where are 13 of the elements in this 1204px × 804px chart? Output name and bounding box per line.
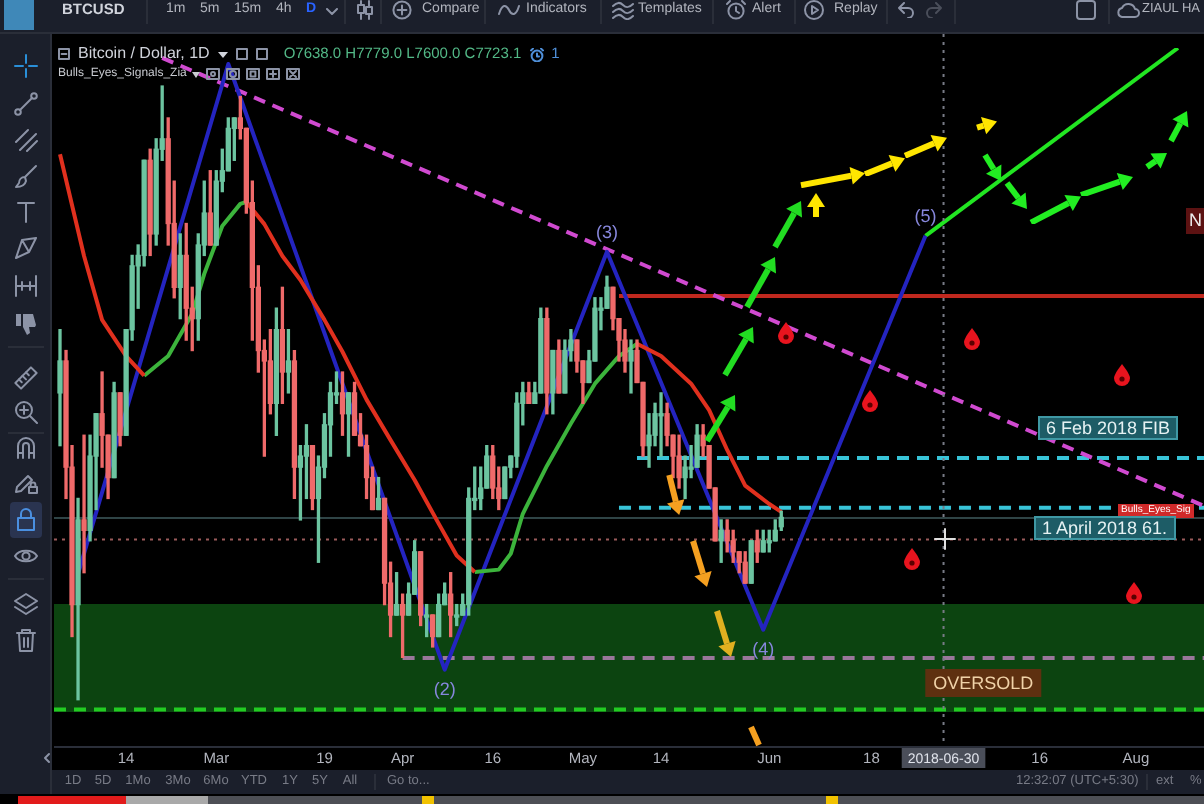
annotation: (3)	[595, 221, 618, 242]
band-label: OVERSOLD	[933, 672, 1035, 693]
annotation: (5)	[914, 205, 937, 226]
annotation: (4)	[752, 638, 775, 659]
candlestick	[81, 434, 87, 574]
annotation: 6 Feb 2018 FIB	[1038, 416, 1179, 440]
candlestick	[718, 519, 724, 563]
candlestick	[628, 339, 634, 394]
annotation: N	[1186, 208, 1204, 234]
chart-title: Bitcoin / Dollar, 1D	[78, 44, 210, 64]
candlestick	[658, 392, 664, 457]
annotation: 1 April 2018 61.	[1034, 516, 1176, 540]
annotation: (2)	[433, 678, 456, 699]
